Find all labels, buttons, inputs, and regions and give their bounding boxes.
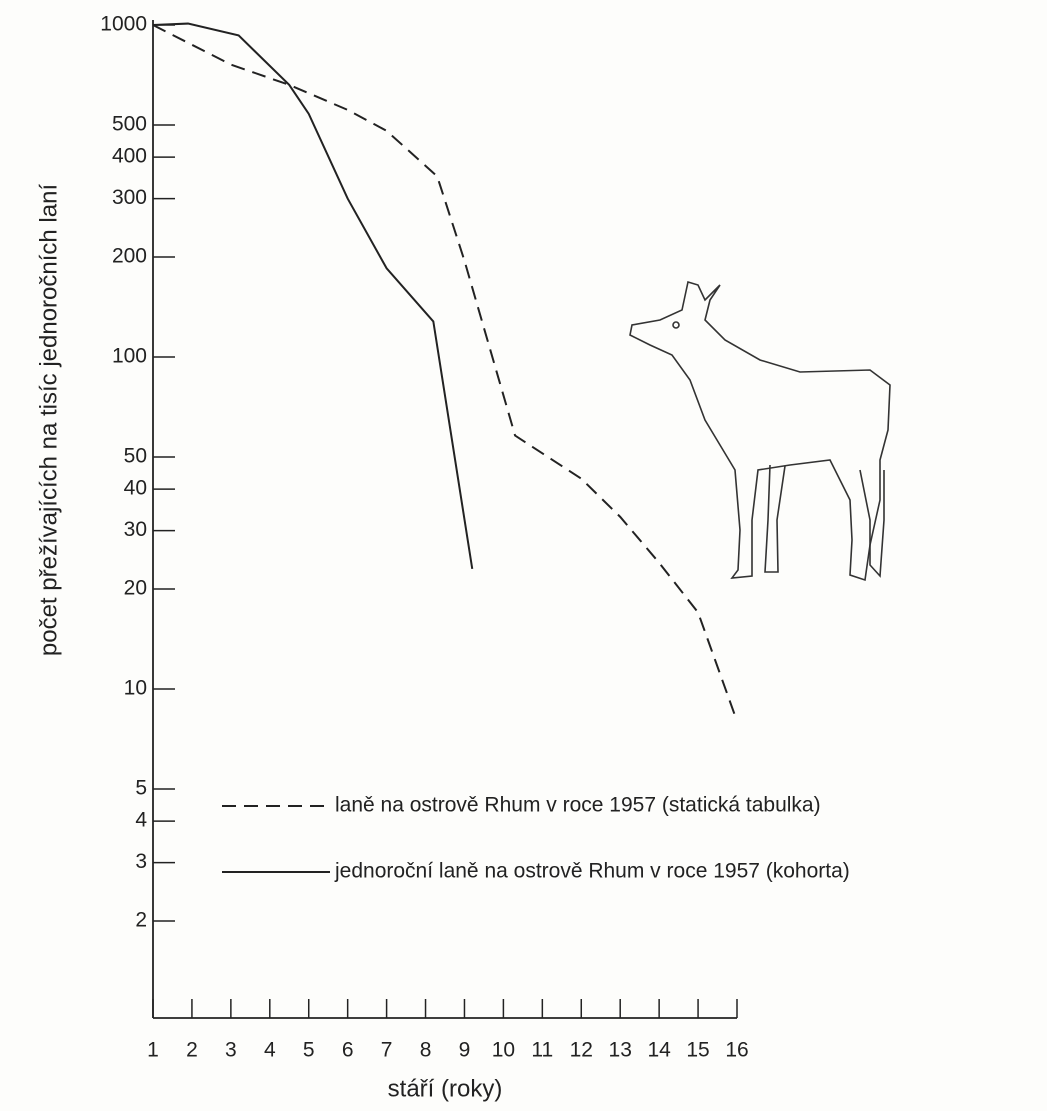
y-tick-label: 40 bbox=[124, 477, 147, 500]
x-tick-label: 11 bbox=[531, 1039, 553, 1062]
x-axis-label: stáří (roky) bbox=[388, 1075, 503, 1102]
x-tick-label: 6 bbox=[342, 1039, 354, 1062]
x-tick-label: 1 bbox=[147, 1039, 159, 1062]
series-line bbox=[152, 24, 738, 722]
x-tick-label: 14 bbox=[647, 1039, 671, 1062]
series-line bbox=[152, 22, 474, 570]
legend-label: laně na ostrově Rhum v roce 1957 (static… bbox=[335, 794, 821, 817]
y-tick-label: 400 bbox=[112, 145, 147, 168]
x-tick-label: 4 bbox=[264, 1039, 276, 1062]
y-tick-label: 200 bbox=[112, 245, 147, 268]
x-tick-label: 7 bbox=[381, 1039, 393, 1062]
y-tick-label: 4 bbox=[135, 809, 147, 832]
x-tick-label: 12 bbox=[570, 1039, 593, 1062]
y-tick-label: 20 bbox=[124, 577, 147, 600]
x-tick-label: 8 bbox=[420, 1039, 432, 1062]
x-tick-label: 10 bbox=[492, 1039, 515, 1062]
y-tick-label: 1000 bbox=[100, 13, 147, 36]
x-tick-label: 13 bbox=[609, 1039, 632, 1062]
x-tick-label: 9 bbox=[459, 1039, 471, 1062]
y-tick-label: 50 bbox=[124, 444, 147, 467]
y-tick-label: 5 bbox=[135, 776, 147, 799]
x-tick-label: 2 bbox=[186, 1039, 198, 1062]
y-tick-label: 2 bbox=[135, 909, 147, 932]
y-tick-label: 30 bbox=[124, 518, 147, 541]
x-tick-label: 15 bbox=[686, 1039, 709, 1062]
legend-label: jednoroční laně na ostrově Rhum v roce 1… bbox=[334, 860, 850, 883]
y-tick-label: 3 bbox=[135, 850, 147, 873]
y-tick-label: 300 bbox=[112, 186, 147, 209]
x-tick-label: 16 bbox=[725, 1039, 748, 1062]
y-tick-label: 500 bbox=[112, 112, 147, 135]
deer-illustration bbox=[629, 280, 891, 582]
y-tick-label: 100 bbox=[112, 345, 147, 368]
y-axis-label: počet přežívajících na tisíc jednoročníc… bbox=[35, 184, 62, 657]
x-tick-label: 3 bbox=[225, 1039, 237, 1062]
x-tick-label: 5 bbox=[303, 1039, 315, 1062]
y-tick-label: 10 bbox=[124, 677, 147, 700]
